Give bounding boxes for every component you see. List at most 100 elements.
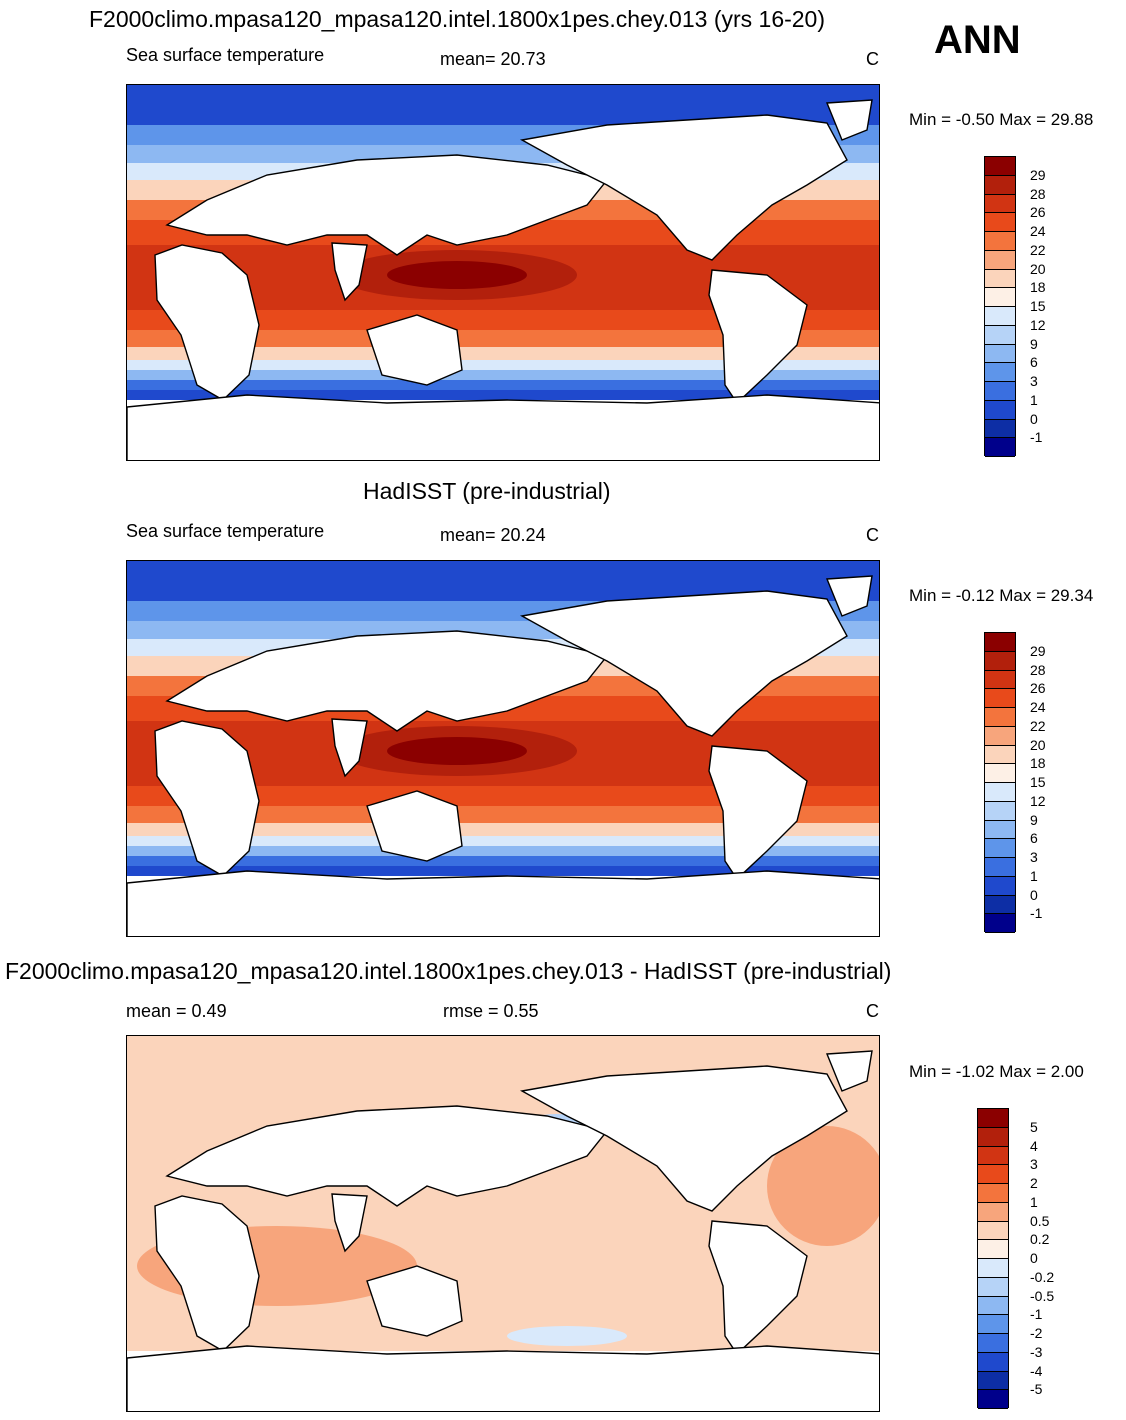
panel3-colorbar-swatch (978, 1296, 1008, 1316)
panel2-colorbar (984, 632, 1016, 933)
panel3-colorbar-tick-label: 4 (1030, 1137, 1038, 1154)
panel2-title: HadISST (pre-industrial) (363, 478, 611, 504)
panel2-colorbar-swatch (985, 764, 1015, 783)
panel2-colorbar-tick-label: 29 (1030, 642, 1046, 659)
panel3-colorbar-swatch (978, 1165, 1008, 1184)
panel1-mean-label: mean= 20.73 (440, 49, 546, 69)
panel3-colorbar-tick-label: 2 (1030, 1175, 1038, 1191)
panel1-colorbar-tick-label: 1 (1030, 391, 1038, 408)
panel2-colorbar-swatch (985, 689, 1015, 708)
panel2-colorbar-tick-label: 28 (1030, 661, 1046, 678)
panel1-colorbar-swatch (985, 232, 1015, 251)
panel2-colorbar-tick-label: 1 (1030, 867, 1038, 884)
panel1-colorbar-swatch (985, 175, 1015, 195)
panel2-colorbar-swatch (985, 858, 1015, 877)
panel3-colorbar-tick-label: -0.2 (1030, 1268, 1055, 1285)
panel1-colorbar-tick-label: 29 (1030, 166, 1046, 183)
panel2-colorbar-tick-label: 15 (1030, 774, 1046, 790)
panel3-title: F2000climo.mpasa120_mpasa120.intel.1800x… (5, 958, 892, 984)
panel2-units-label: C (866, 525, 879, 545)
panel2-colorbar-swatch (985, 783, 1015, 802)
panel2-colorbar-swatch (985, 651, 1015, 671)
panel1-colorbar-tick-label: 9 (1030, 335, 1038, 352)
panel1-colorbar-tick-label: 28 (1030, 185, 1046, 202)
panel1-colorbar-swatch (985, 419, 1015, 439)
panel3-colorbar-tick-label: 0.2 (1030, 1231, 1050, 1248)
panel3-colorbar-swatch (978, 1127, 1008, 1147)
season-label: ANN (934, 18, 1021, 62)
panel3-colorbar-tick-label: 0.5 (1030, 1212, 1050, 1229)
panel3-colorbar-swatch (978, 1259, 1008, 1278)
panel1-colorbar-swatch (985, 157, 1015, 176)
panel1-left-label: Sea surface temperature (126, 45, 325, 65)
panel3-colorbar-swatch (978, 1146, 1008, 1166)
panel3-rmse-label: rmse = 0.55 (443, 1001, 539, 1021)
panel3-colorbar-tick-label: -2 (1030, 1325, 1043, 1341)
panel2-colorbar-tick-label: 22 (1030, 717, 1046, 734)
panel1-colorbar-tick-label: 26 (1030, 204, 1046, 221)
panel1-colorbar-swatch (985, 382, 1015, 401)
panel3-mean-label: mean = 0.49 (126, 1001, 227, 1021)
panel1-colorbar-tick-label: 15 (1030, 298, 1046, 314)
panel2-map (126, 560, 880, 937)
panel2-map-graphic (127, 561, 879, 936)
panel2-mean-label: mean= 20.24 (440, 525, 546, 545)
panel1-colorbar-tick-label: 18 (1030, 279, 1046, 296)
panel2-minmax: Min = -0.12 Max = 29.34 (909, 586, 1094, 605)
panel2-colorbar-tick-label: 12 (1030, 792, 1046, 809)
panel2-colorbar-swatch (985, 820, 1015, 840)
panel1-colorbar-tick-label: 3 (1030, 373, 1038, 389)
panel1-colorbar-swatch (985, 325, 1015, 345)
panel3-colorbar-tick-label: -5 (1030, 1381, 1043, 1398)
panel3-colorbar-swatch (978, 1202, 1008, 1222)
panel1-colorbar-swatch (985, 194, 1015, 214)
panel3-colorbar-tick-label: -0.5 (1030, 1287, 1055, 1304)
panel3-colorbar-swatch (978, 1221, 1008, 1241)
panel1-colorbar-swatch (985, 288, 1015, 307)
panel1-colorbar-swatch (985, 269, 1015, 289)
panel1-map-graphic (127, 85, 879, 460)
panel3-colorbar-tick-label: -3 (1030, 1343, 1043, 1360)
panel2-colorbar-tick-label: 6 (1030, 830, 1038, 847)
panel1-colorbar-tick-label: -1 (1030, 429, 1043, 446)
panel3-colorbar (977, 1108, 1009, 1409)
panel3-colorbar-tick-label: 3 (1030, 1156, 1038, 1173)
panel2-colorbar-tick-label: 24 (1030, 699, 1046, 715)
panel2-colorbar-swatch (985, 876, 1015, 896)
panel1-colorbar-tick-label: 24 (1030, 223, 1046, 239)
panel2-colorbar-swatch (985, 895, 1015, 915)
panel1-colorbar-swatch (985, 438, 1015, 457)
panel1-colorbar-tick-label: 12 (1030, 316, 1046, 333)
panel3-colorbar-tick-label: -1 (1030, 1306, 1043, 1323)
panel2-colorbar-tick-label: 3 (1030, 849, 1038, 865)
panel2-colorbar-tick-label: 20 (1030, 736, 1046, 753)
panel1-title: F2000climo.mpasa120_mpasa120.intel.1800x… (89, 6, 826, 32)
panel1-colorbar-swatch (985, 344, 1015, 364)
panel1-colorbar (984, 156, 1016, 457)
panel3-colorbar-tick-label: 1 (1030, 1193, 1038, 1210)
panel3-colorbar-tick-label: 5 (1030, 1118, 1038, 1135)
panel2-colorbar-swatch (985, 633, 1015, 652)
panel3-minmax: Min = -1.02 Max = 2.00 (909, 1062, 1084, 1081)
panel2-colorbar-tick-label: 9 (1030, 811, 1038, 828)
panel2-colorbar-tick-label: -1 (1030, 905, 1043, 922)
panel3-colorbar-swatch (978, 1277, 1008, 1297)
panel1-units-label: C (866, 49, 879, 69)
panel1-colorbar-swatch (985, 363, 1015, 382)
panel3-colorbar-swatch (978, 1240, 1008, 1259)
panel1-minmax: Min = -0.50 Max = 29.88 (909, 110, 1094, 129)
panel3-colorbar-swatch (978, 1184, 1008, 1203)
panel3-colorbar-swatch (978, 1352, 1008, 1372)
panel3-colorbar-tick-label: -4 (1030, 1362, 1043, 1379)
panel3-colorbar-tick-label: 0 (1030, 1250, 1038, 1266)
panel3-map (126, 1035, 880, 1412)
panel2-left-label: Sea surface temperature (126, 521, 325, 541)
panel1-colorbar-tick-label: 6 (1030, 354, 1038, 371)
panel2-colorbar-swatch (985, 745, 1015, 765)
panel2-colorbar-tick-label: 18 (1030, 755, 1046, 772)
panel2-colorbar-swatch (985, 801, 1015, 821)
panel1-colorbar-swatch (985, 213, 1015, 232)
panel1-colorbar-swatch (985, 250, 1015, 270)
panel2-colorbar-swatch (985, 670, 1015, 690)
panel1-colorbar-swatch (985, 307, 1015, 326)
